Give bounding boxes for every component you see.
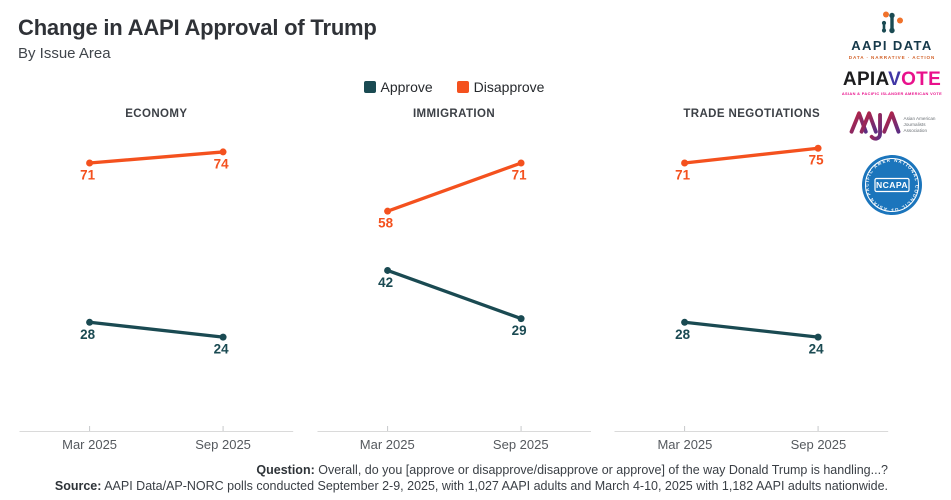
- disapprove-point: [814, 144, 822, 152]
- x-tick-label: Mar 2025: [359, 437, 415, 452]
- aapi-data-wordmark: AAPI DATA: [851, 38, 933, 53]
- aapi-data-logo: AAPI DATA DATA · NARRATIVE · ACTION: [849, 10, 935, 60]
- source-text: AAPI Data/AP-NORC polls conducted Septem…: [101, 479, 888, 493]
- disapprove-line: [87, 150, 225, 165]
- approve-value-label: 28: [675, 327, 690, 342]
- header: Change in AAPI Approval of Trump By Issu…: [0, 14, 951, 64]
- legend: Approve Disapprove: [19, 79, 889, 95]
- page-title: Change in AAPI Approval of Trump: [18, 15, 377, 40]
- chart-panel-economy: ECONOMY 71 74 28 24 Mar 2025 Sep 2025: [19, 108, 294, 452]
- apiavote-apia: APIA: [842, 69, 889, 90]
- apiavote-logo: APIAVOTE ASIAN & PACIFIC ISLANDER AMERIC…: [841, 70, 943, 97]
- x-axis-labels: Mar 2025 Sep 2025: [19, 434, 294, 452]
- approve-value-label: 29: [511, 323, 526, 338]
- approve-point: [219, 333, 227, 341]
- aaja-line: Journalists: [903, 122, 926, 127]
- page-subtitle: By Issue Area: [18, 45, 111, 62]
- disapprove-line: [683, 146, 821, 165]
- x-tick-label: Sep 2025: [195, 437, 251, 452]
- aaja-line: Association: [903, 128, 928, 133]
- approve-swatch-icon: [363, 81, 376, 93]
- disapprove-point: [517, 159, 525, 167]
- panel-title: IMMIGRATION: [412, 108, 496, 120]
- disapprove-line: [385, 161, 523, 213]
- approve-value-label: 42: [378, 275, 393, 290]
- disapprove-value-label: 75: [809, 153, 824, 168]
- disapprove-value-label: 71: [511, 168, 526, 183]
- chart-panel-trade-negotiations: TRADE NEGOTIATIONS 71 75 28 24 Mar 2025 Sep 20…: [614, 108, 889, 452]
- charts-row: ECONOMY 71 74 28 24 Mar 2025 Sep 2025 IMMIGRATI…: [19, 108, 889, 452]
- question-text: Overall, do you [approve or disapprove/d…: [314, 463, 888, 477]
- disapprove-point: [681, 159, 689, 167]
- approve-point: [681, 318, 689, 326]
- aaja-script-icon: [849, 111, 900, 141]
- approve-value-label: 24: [809, 342, 824, 357]
- chart-panel-immigration: IMMIGRATION 58 71 42 29 Mar 2025 Sep 2025: [317, 108, 592, 452]
- line-chart: 58 71 42 29: [317, 159, 591, 432]
- panel-title: TRADE NEGOTIATIONS: [683, 108, 821, 120]
- aaja-logo: Asian American Journalists Association: [849, 106, 936, 144]
- approve-line: [683, 320, 821, 339]
- x-tick-label: Sep 2025: [492, 437, 549, 452]
- disapprove-point: [86, 159, 94, 167]
- legend-label: Disapprove: [473, 79, 545, 95]
- panel-title: ECONOMY: [125, 108, 188, 120]
- question-label: Question:: [256, 463, 315, 477]
- approve-point: [383, 266, 391, 274]
- approve-value-label: 28: [80, 327, 95, 342]
- x-axis-labels: Mar 2025 Sep 2025: [614, 434, 889, 452]
- aaja-line: Asian American: [903, 116, 936, 121]
- legend-item-disapprove: Disapprove: [456, 79, 545, 95]
- x-tick-label: Sep 2025: [790, 437, 847, 452]
- disapprove-swatch-icon: [456, 81, 469, 93]
- aapi-data-icon: [881, 11, 903, 34]
- x-tick-label: Mar 2025: [62, 437, 118, 452]
- approve-line: [385, 268, 523, 321]
- apiavote-v-check: V: [888, 69, 902, 90]
- logo-column: AAPI DATA DATA · NARRATIVE · ACTION APIA…: [841, 10, 943, 216]
- legend-label: Approve: [380, 79, 433, 95]
- aaja-org-text: Asian American Journalists Association: [904, 116, 936, 134]
- apiavote-wordmark: APIAVOTE: [843, 70, 941, 90]
- footnotes: Question: Overall, do you [approve or di…: [0, 462, 951, 494]
- ncapa-seal-icon: NATIONAL COUNCIL OF ASIAN PACIFIC AMERIC…: [861, 154, 922, 215]
- approve-value-label: 24: [214, 342, 229, 357]
- apiavote-ote: OTE: [901, 69, 942, 90]
- approve-point: [517, 315, 525, 323]
- line-chart: 71 75 28 24: [614, 144, 889, 432]
- apiavote-tagline: ASIAN & PACIFIC ISLANDER AMERICAN VOTE: [841, 91, 943, 96]
- disapprove-value-label: 58: [378, 216, 393, 231]
- disapprove-value-label: 71: [675, 168, 690, 183]
- ncapa-center-text: NCAPA: [876, 180, 908, 190]
- line-chart: 71 74 28 24: [19, 148, 294, 432]
- source-note: Source: AAPI Data/AP-NORC polls conducte…: [0, 478, 888, 494]
- aapi-data-tagline: DATA · NARRATIVE · ACTION: [848, 55, 936, 60]
- legend-item-approve: Approve: [363, 79, 433, 95]
- disapprove-value-label: 71: [80, 168, 95, 183]
- disapprove-value-label: 74: [214, 156, 229, 171]
- disapprove-point: [219, 148, 227, 156]
- disapprove-point: [383, 207, 391, 215]
- approve-point: [814, 333, 822, 341]
- x-tick-label: Mar 2025: [657, 437, 713, 452]
- ncapa-logo: NATIONAL COUNCIL OF ASIAN PACIFIC AMERIC…: [861, 154, 923, 216]
- question-note: Question: Overall, do you [approve or di…: [0, 462, 888, 478]
- source-label: Source:: [54, 479, 102, 493]
- approve-line: [87, 320, 225, 339]
- x-axis-labels: Mar 2025 Sep 2025: [317, 434, 592, 452]
- approve-point: [86, 318, 94, 326]
